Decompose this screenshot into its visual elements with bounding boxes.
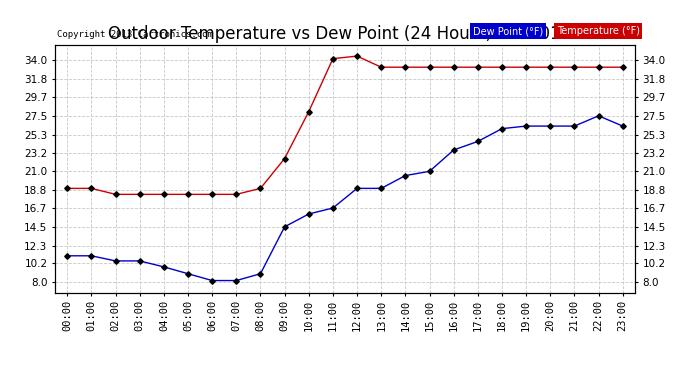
Text: Dew Point (°F): Dew Point (°F) <box>473 26 543 36</box>
Title: Outdoor Temperature vs Dew Point (24 Hours) 20130116: Outdoor Temperature vs Dew Point (24 Hou… <box>108 26 582 44</box>
Text: Temperature (°F): Temperature (°F) <box>557 26 640 36</box>
Text: Copyright 2013 Cartronics.com: Copyright 2013 Cartronics.com <box>57 30 213 39</box>
